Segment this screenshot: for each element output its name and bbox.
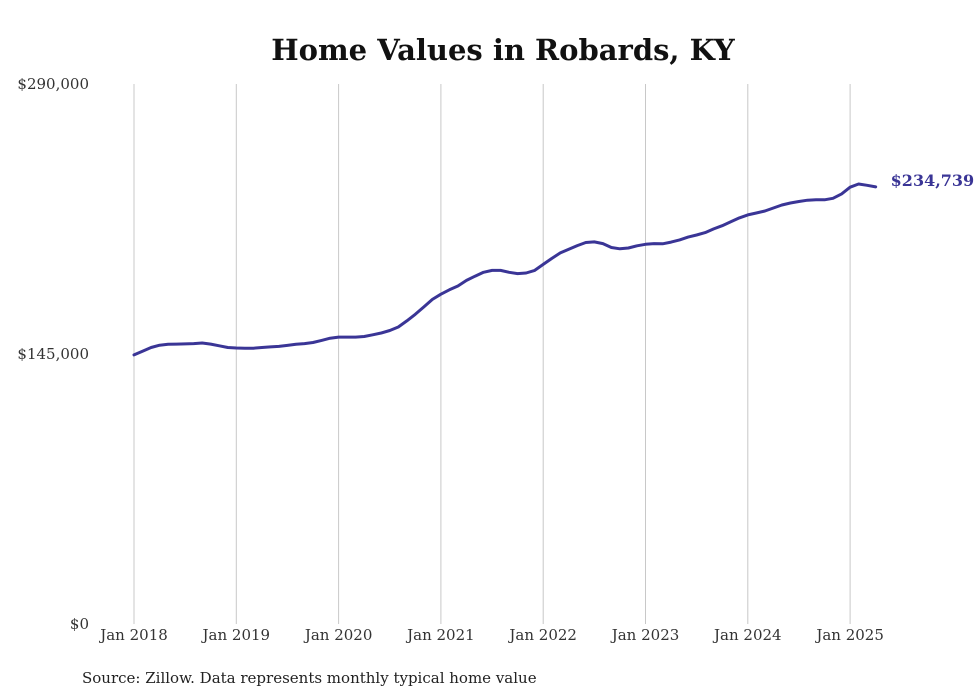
y-tick-label: $145,000: [17, 345, 89, 363]
source-note: Source: Zillow. Data represents monthly …: [82, 669, 537, 687]
y-axis-ticks: $0 $145,000 $290,000: [17, 75, 89, 633]
end-value-label: $234,739: [891, 171, 975, 190]
x-tick-label: Jan 2025: [814, 626, 884, 644]
gridlines: [133, 84, 851, 624]
y-tick-label: $0: [70, 615, 89, 633]
x-tick-label: Jan 2020: [303, 626, 373, 644]
y-tick-label: $290,000: [17, 75, 89, 93]
x-tick-label: Jan 2018: [98, 626, 168, 644]
x-tick-label: Jan 2023: [610, 626, 680, 644]
series-line: [132, 182, 878, 357]
x-tick-label: Jan 2024: [712, 626, 782, 644]
x-tick-label: Jan 2022: [507, 626, 577, 644]
series-layer: $234,739: [132, 171, 975, 357]
x-tick-label: Jan 2019: [201, 626, 271, 644]
x-axis-ticks: Jan 2018 Jan 2019 Jan 2020 Jan 2021 Jan 2022…: [98, 626, 884, 644]
chart-title: Home Values in Robards, KY: [271, 33, 735, 67]
x-tick-label: Jan 2021: [405, 626, 475, 644]
